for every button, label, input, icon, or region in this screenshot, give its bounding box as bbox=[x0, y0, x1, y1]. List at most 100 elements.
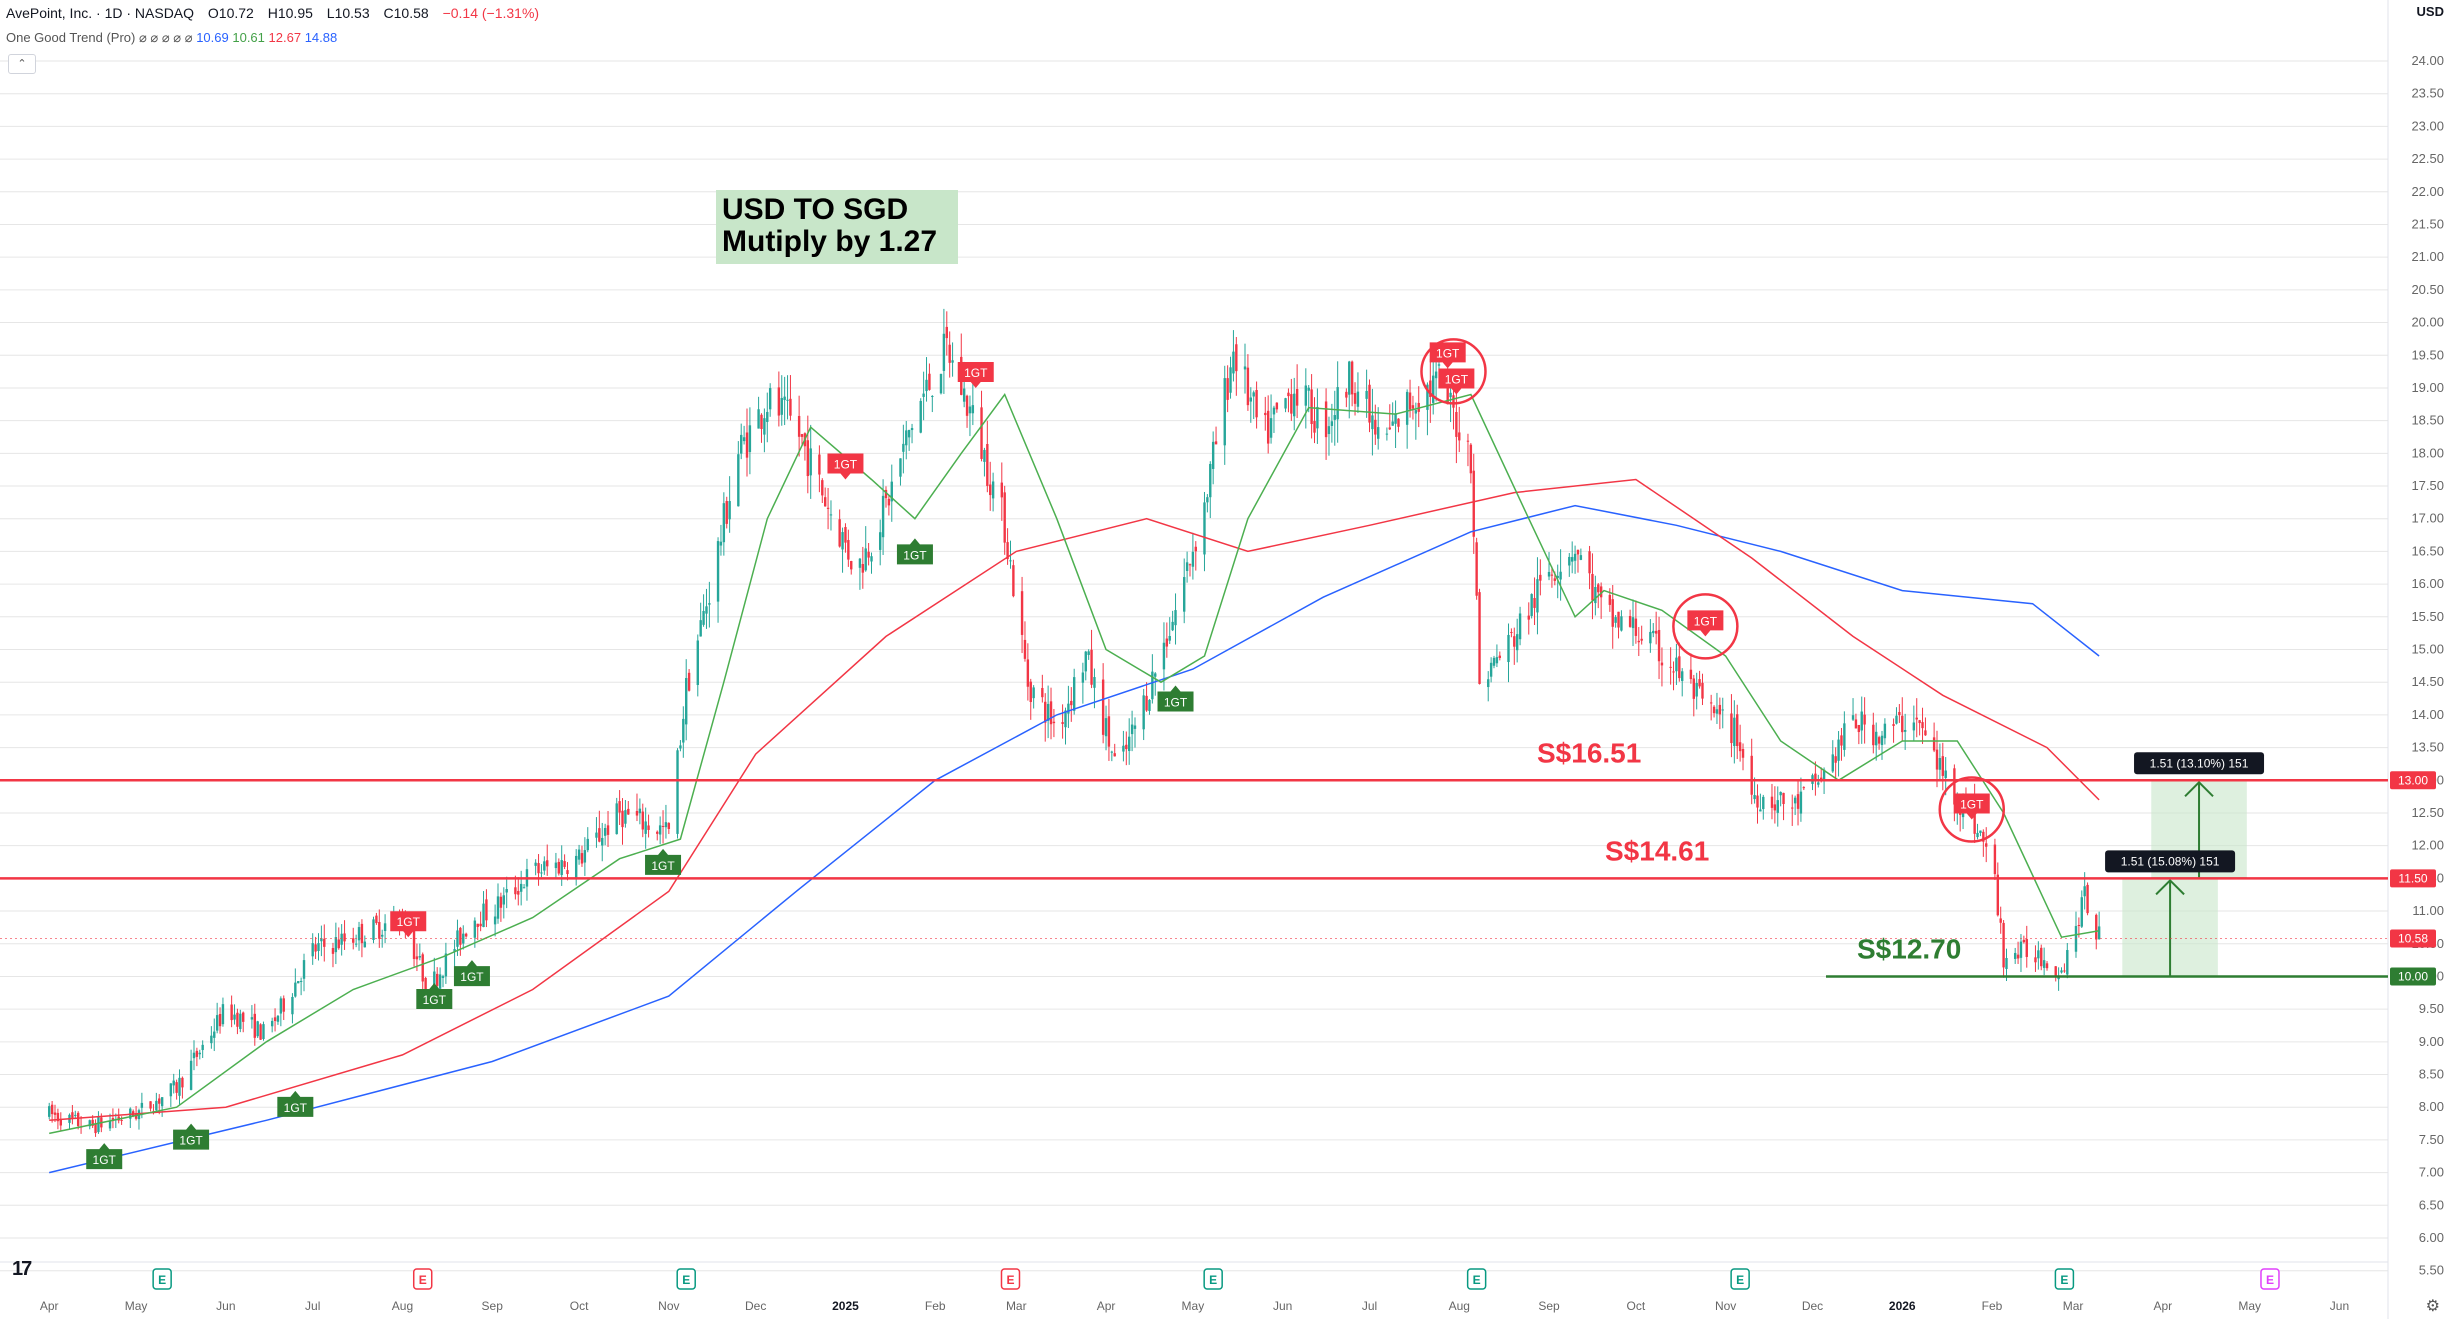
candle-body bbox=[1130, 724, 1134, 735]
candle-body bbox=[1860, 711, 1863, 731]
candle-body bbox=[242, 1012, 245, 1022]
x-tick-label: May bbox=[125, 1299, 148, 1313]
candle-body bbox=[1472, 470, 1475, 537]
earnings-label: E bbox=[1736, 1273, 1744, 1287]
candle-body bbox=[1776, 800, 1779, 813]
candle-body bbox=[635, 810, 639, 816]
candle-body bbox=[1738, 742, 1742, 752]
candle-body bbox=[331, 948, 335, 954]
gear-icon[interactable]: ⚙ bbox=[2425, 1298, 2440, 1315]
candle-body bbox=[1660, 662, 1664, 666]
chevron-up-icon[interactable]: ⌃ bbox=[8, 54, 36, 74]
candle-body bbox=[1223, 378, 1226, 446]
ohlc-open: O10.72 bbox=[207, 5, 254, 21]
x-tick-label: May bbox=[2238, 1299, 2261, 1313]
candle-body bbox=[160, 1097, 164, 1107]
level-axis-tag bbox=[2390, 967, 2436, 986]
indicator-value-3: 12.67 bbox=[268, 30, 302, 45]
candle-body bbox=[2045, 963, 2049, 969]
y-tick-label: 16.50 bbox=[2411, 543, 2444, 558]
candle-body bbox=[2042, 960, 2046, 968]
y-tick-label: 21.50 bbox=[2411, 216, 2444, 231]
symbol-title[interactable]: AvePoint, Inc. · 1D · NASDAQ bbox=[6, 5, 195, 21]
candle-body bbox=[1269, 418, 1273, 438]
y-tick-label: 12.00 bbox=[2411, 838, 2444, 853]
signal-highlight-circle bbox=[1938, 776, 2006, 843]
candle-body bbox=[797, 415, 801, 437]
candle-body bbox=[716, 541, 720, 602]
candle-body bbox=[262, 1024, 265, 1040]
candle-body bbox=[1009, 560, 1012, 562]
candle-body bbox=[71, 1112, 74, 1118]
candle-body bbox=[1515, 634, 1519, 651]
candle-body bbox=[1350, 361, 1354, 395]
candle-body bbox=[925, 379, 928, 392]
candle-body bbox=[887, 498, 891, 506]
y-tick-label: 17.50 bbox=[2411, 478, 2444, 493]
candle-body bbox=[1371, 415, 1374, 430]
candle-body bbox=[1235, 344, 1238, 372]
x-tick-label: Apr bbox=[40, 1299, 59, 1313]
level-sgd-label: S$14.61 bbox=[1605, 835, 1709, 866]
x-tick-label: Oct bbox=[1627, 1299, 1646, 1313]
candle-body bbox=[971, 405, 975, 414]
x-tick-label: May bbox=[1182, 1299, 1205, 1313]
tradingview-logo-icon[interactable]: 17 bbox=[12, 1258, 32, 1280]
candle-body bbox=[172, 1080, 175, 1086]
candle-body bbox=[1901, 715, 1904, 733]
candle-body bbox=[1327, 426, 1331, 435]
candle-body bbox=[1492, 657, 1496, 666]
candle-body bbox=[1353, 393, 1357, 404]
candle-body bbox=[603, 828, 607, 836]
candle-body bbox=[1915, 717, 1918, 720]
candle-body bbox=[1049, 701, 1053, 725]
candle-body bbox=[1110, 751, 1114, 753]
x-tick-label: Mar bbox=[2063, 1299, 2084, 1313]
candle-body bbox=[294, 982, 297, 997]
candle-body bbox=[375, 915, 378, 924]
candle-body bbox=[438, 974, 442, 989]
earnings-marker bbox=[1466, 1268, 1487, 1290]
sell-signal-label: 1GT bbox=[1445, 372, 1469, 386]
y-tick-label: 19.00 bbox=[2411, 380, 2444, 395]
candle-body bbox=[580, 853, 584, 864]
candle-body bbox=[980, 407, 983, 459]
candle-body bbox=[595, 832, 598, 838]
candle-body bbox=[1637, 640, 1640, 643]
sell-signal-marker bbox=[1438, 368, 1475, 395]
candle-body bbox=[881, 495, 885, 538]
candle-body bbox=[557, 861, 561, 874]
candle-body bbox=[1151, 671, 1154, 700]
candle-body bbox=[50, 1104, 54, 1115]
candle-body bbox=[586, 838, 589, 851]
candle-body bbox=[317, 943, 320, 952]
candle-body bbox=[2054, 966, 2057, 977]
candle-body bbox=[1628, 616, 1632, 627]
x-tick-label: Jun bbox=[2330, 1299, 2349, 1313]
candle-body bbox=[2060, 970, 2063, 973]
candle-body bbox=[337, 939, 340, 949]
candle-body bbox=[844, 527, 847, 543]
candle-body bbox=[748, 425, 752, 453]
candle-body bbox=[922, 393, 925, 397]
indicator-legend[interactable]: One Good Trend (Pro) ⌀ ⌀ ⌀ ⌀ ⌀ 10.69 10.… bbox=[6, 30, 337, 46]
candle-body bbox=[847, 540, 850, 560]
candle-body bbox=[493, 916, 497, 925]
buy-signal-marker bbox=[645, 848, 682, 875]
candle-body bbox=[1513, 636, 1516, 647]
candle-body bbox=[809, 448, 812, 476]
candle-body bbox=[1243, 366, 1247, 370]
candle-body bbox=[1799, 791, 1803, 814]
currency-label[interactable]: USD bbox=[2416, 4, 2444, 19]
candle-body bbox=[1822, 769, 1826, 781]
candle-body bbox=[1006, 542, 1009, 560]
candle-body bbox=[1046, 703, 1050, 721]
candle-body bbox=[644, 821, 647, 834]
candle-body bbox=[1895, 715, 1898, 724]
candle-body bbox=[1982, 831, 1985, 842]
candle-body bbox=[1397, 418, 1400, 427]
buy-signal-marker bbox=[86, 1143, 123, 1170]
candle-body bbox=[1817, 782, 1820, 785]
x-tick-label: Sep bbox=[1538, 1299, 1560, 1313]
